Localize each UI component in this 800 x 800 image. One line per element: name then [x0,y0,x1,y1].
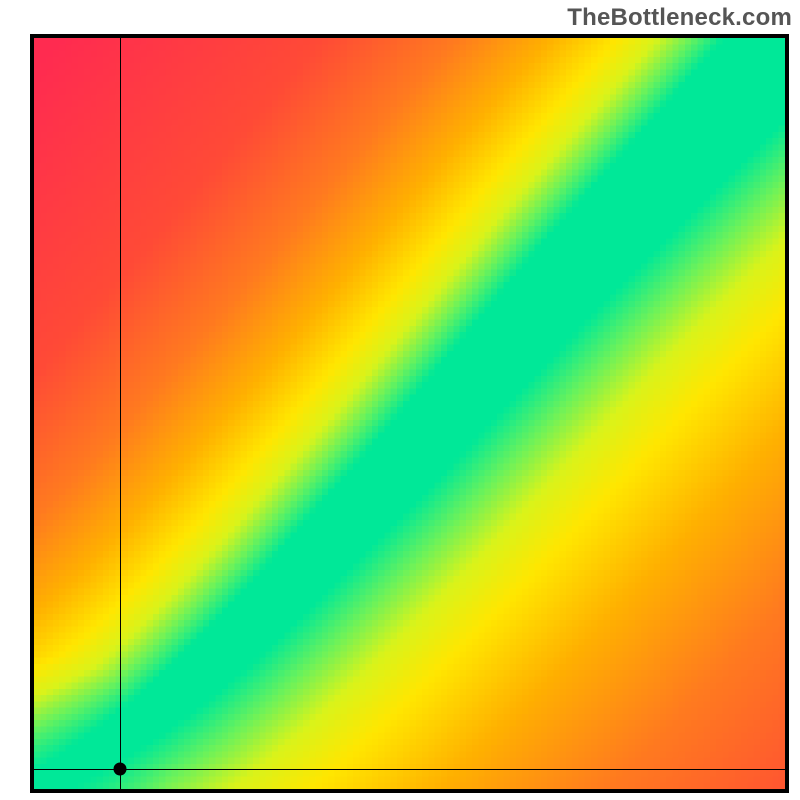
chart-container: TheBottleneck.com [0,0,800,800]
watermark-text: TheBottleneck.com [567,0,800,32]
plot-frame [30,34,789,793]
marker-dot [114,762,127,775]
crosshair-vertical [120,38,121,789]
crosshair-horizontal [34,769,785,770]
heatmap-canvas [34,38,785,789]
